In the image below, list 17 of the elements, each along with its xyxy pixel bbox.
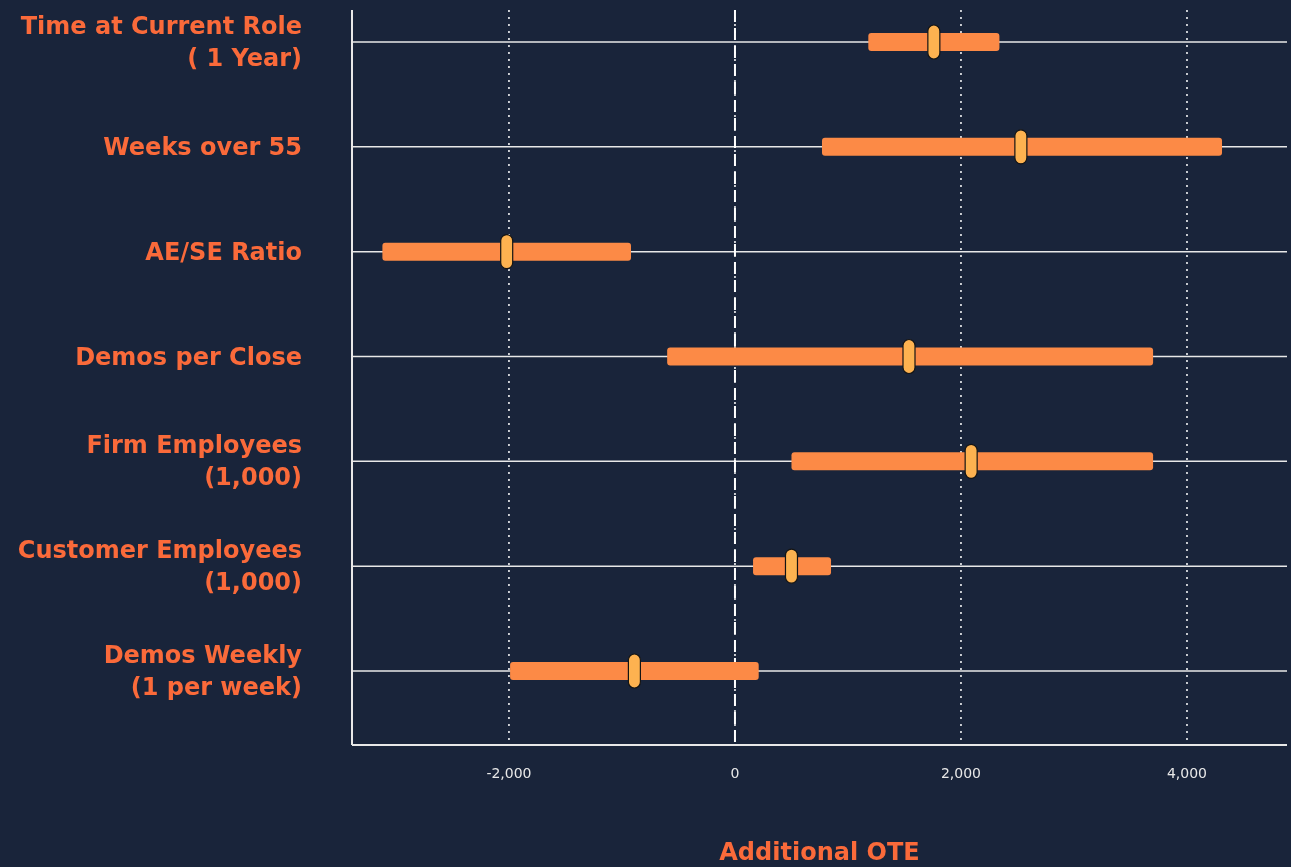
bar xyxy=(821,137,1223,156)
y-tick-label: Customer Employees (1,000) xyxy=(17,536,302,597)
y-tick-label: Demos Weekly (1 per week) xyxy=(103,641,303,701)
x-tick-label: 2,000 xyxy=(940,765,982,781)
x-tick-label: 4,000 xyxy=(1166,765,1208,781)
y-tick-label: Time at Current Role ( 1 Year) xyxy=(20,12,302,72)
x-tick-label: 0 xyxy=(730,765,740,781)
bar xyxy=(791,452,1154,471)
bar xyxy=(382,242,632,261)
x-axis-title: Additional OTE xyxy=(719,838,920,866)
y-tick-label: AE/SE Ratio xyxy=(145,237,302,266)
y-tick-label: Firm Employees (1,000) xyxy=(86,431,302,492)
y-tick-label: Weeks over 55 xyxy=(103,132,302,161)
y-tick-label: Demos per Close xyxy=(75,342,302,371)
bar xyxy=(510,662,759,680)
bar xyxy=(667,347,1154,366)
x-tick-label: -2,000 xyxy=(486,765,532,781)
